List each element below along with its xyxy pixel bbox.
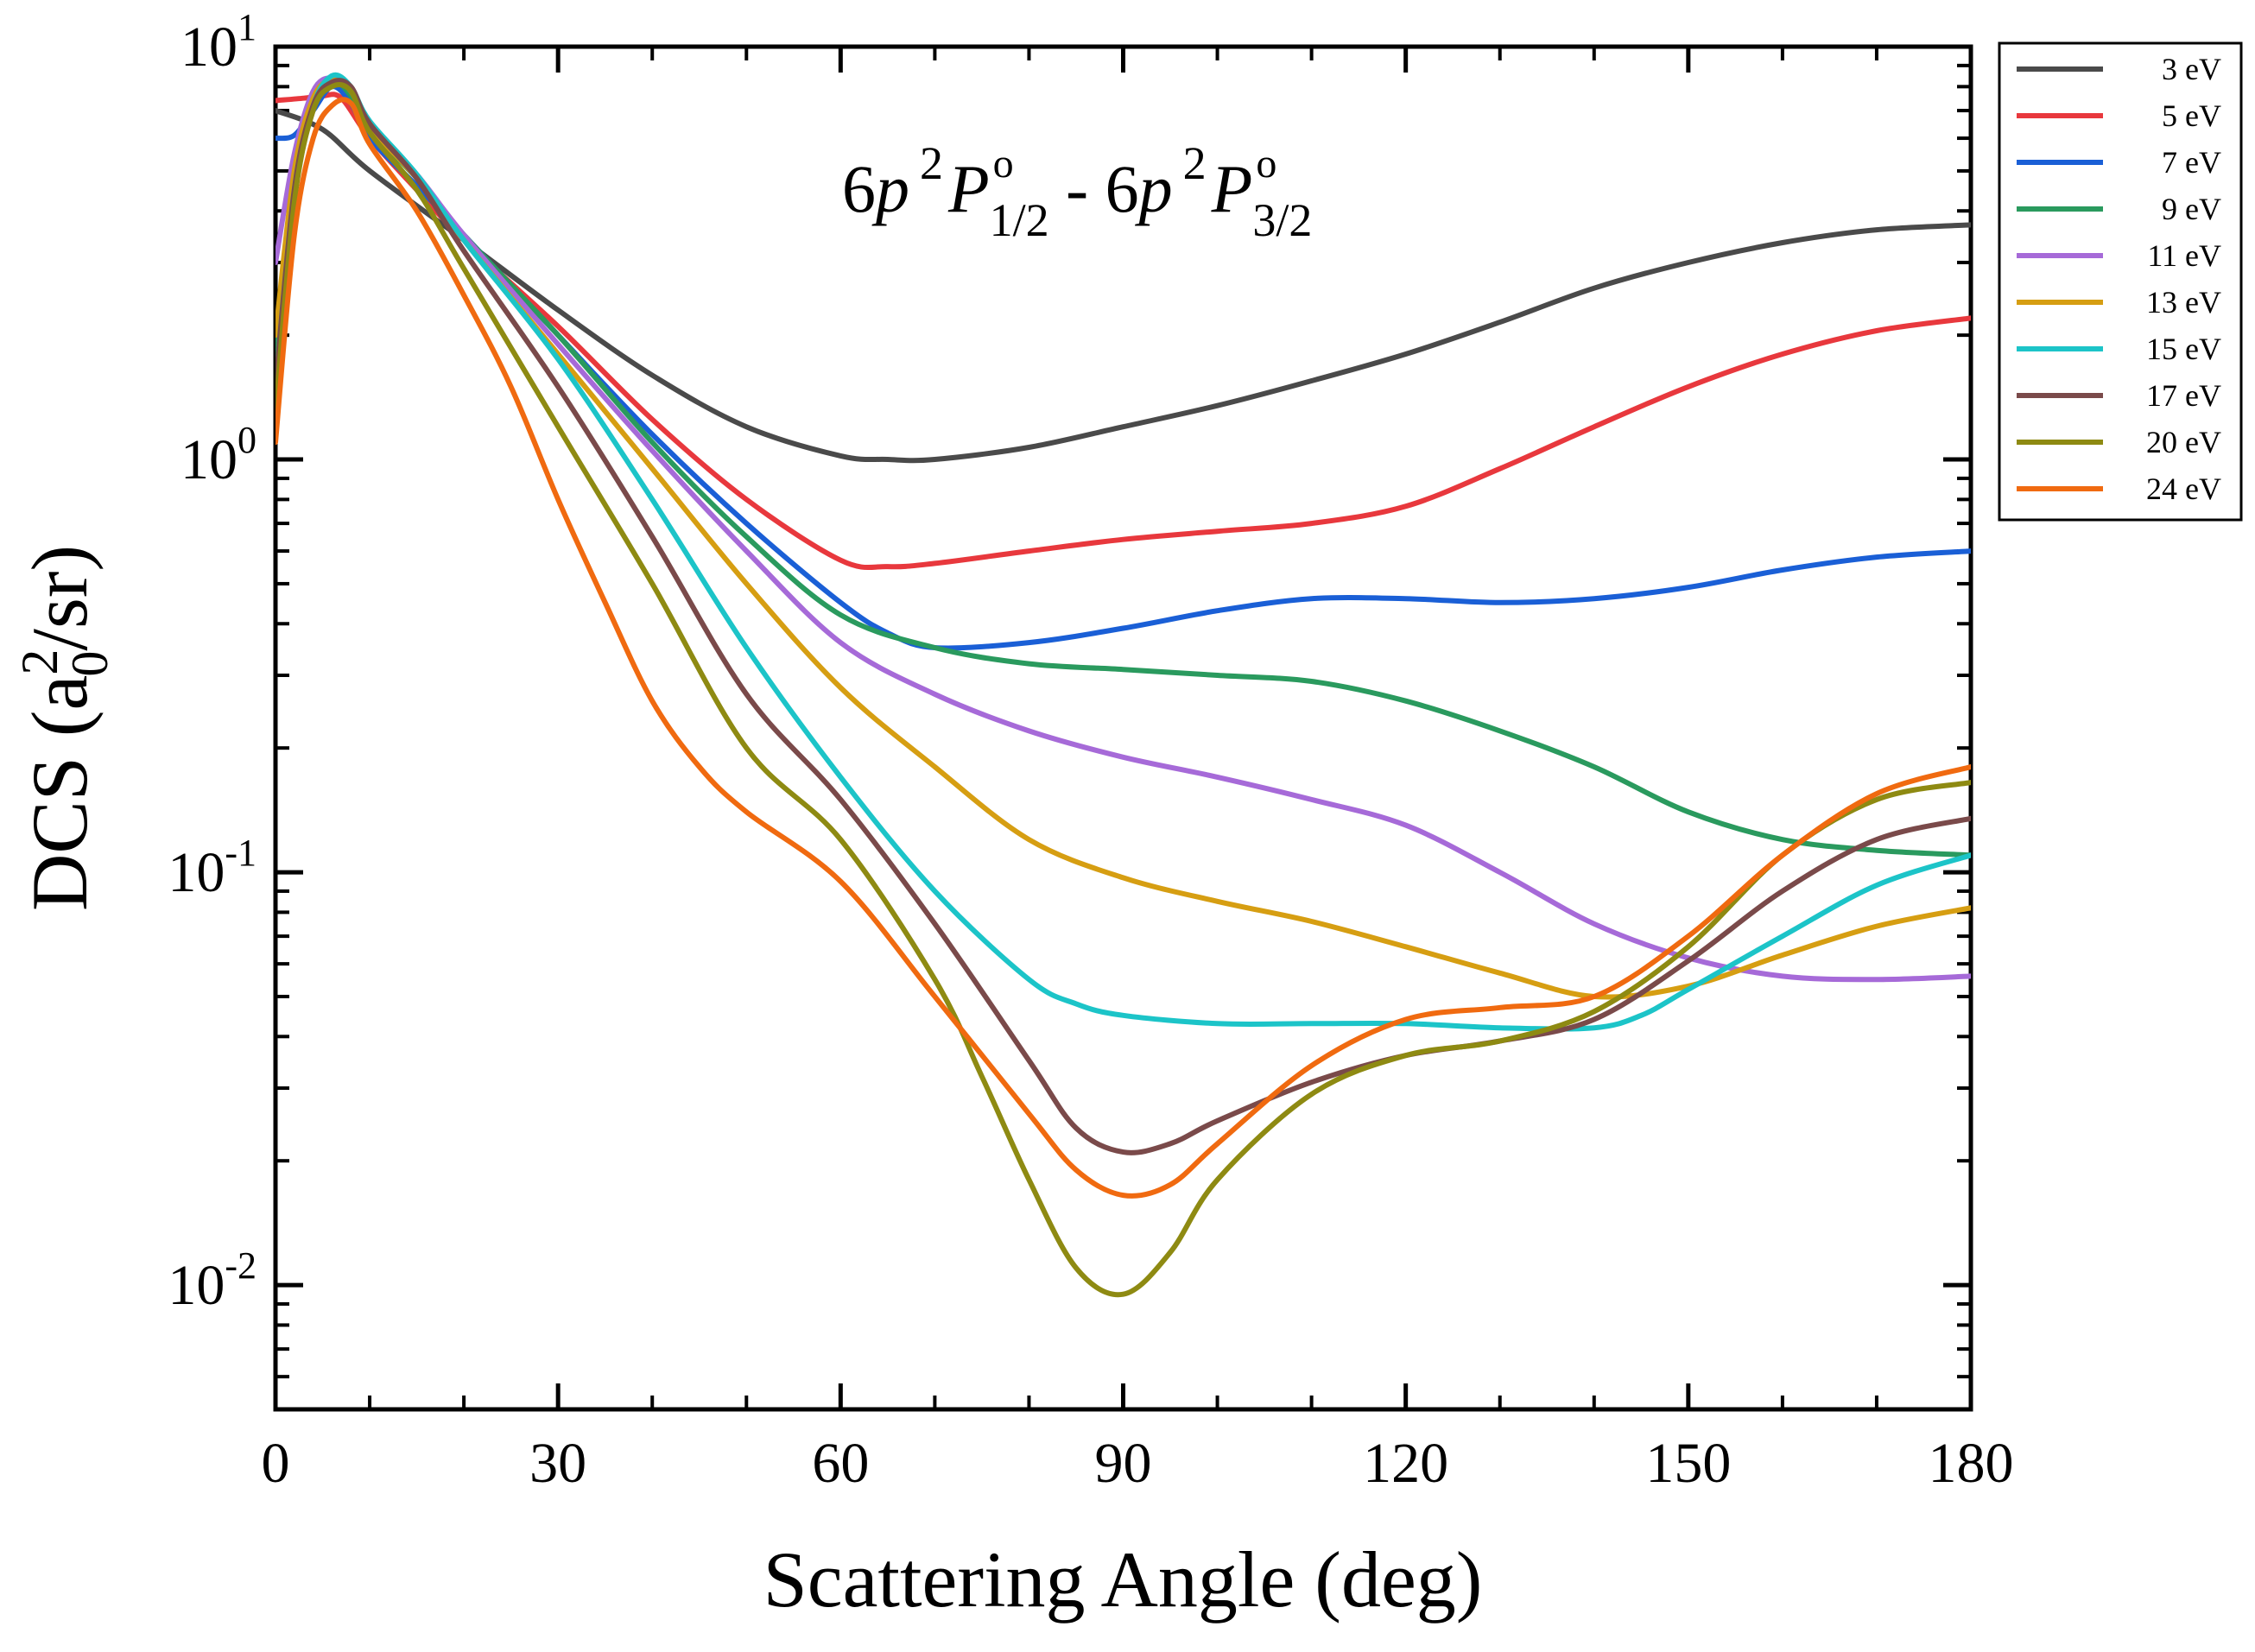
chart-title: 6p 2Po 1/2 - 6p 2Po 3/2 <box>842 137 1312 246</box>
series-line-3-ev <box>276 108 1971 464</box>
x-tick-label: 150 <box>1645 1432 1731 1495</box>
y-label-post: /sr) <box>16 545 104 651</box>
x-axis-ticks: 0 30 60 90 120 150 180 <box>262 47 2014 1495</box>
plot-area <box>273 44 1973 1412</box>
x-tick-label: 180 <box>1929 1432 2014 1495</box>
x-tick-label: 90 <box>1095 1432 1152 1495</box>
title-p2-multiplicity: 2 <box>1183 137 1207 189</box>
title-p1-prefix: 6 <box>842 151 876 226</box>
legend: 3 eV 5 eV 7 eV 9 eV 11 eV 13 eV 15 eV 17 eV 20 e… <box>1998 41 2243 522</box>
legend-label-24-ev: 24 eV <box>2146 472 2221 506</box>
legend-label-5-ev: 5 eV <box>2162 98 2221 133</box>
legend-label-13-ev: 13 eV <box>2146 285 2221 320</box>
y-axis-ticks: 101 100 10-1 10-2 <box>168 6 1971 1317</box>
title-p1-orbital: p <box>871 151 909 226</box>
series-lines <box>276 72 1971 1298</box>
title-p2-orbital: p <box>1135 151 1173 226</box>
legend-label-3-ev: 3 eV <box>2162 52 2221 86</box>
series-line-24-ev <box>276 97 1971 1199</box>
y-label-sub: 0 <box>61 651 118 677</box>
title-p1-multiplicity: 2 <box>920 137 943 189</box>
title-p2-j: 3/2 <box>1252 194 1312 246</box>
x-tick-label: 120 <box>1363 1432 1448 1495</box>
title-separator: - <box>1049 151 1105 226</box>
legend-label-7-ev: 7 eV <box>2162 145 2221 180</box>
legend-label-20-ev: 20 eV <box>2146 425 2221 459</box>
y-label-sup: 2 <box>11 649 68 675</box>
x-tick-label: 0 <box>262 1432 290 1495</box>
y-label-pre: DCS (a <box>16 675 104 911</box>
legend-label-15-ev: 15 eV <box>2146 332 2221 366</box>
x-axis-label: Scattering Angle (deg) <box>763 1535 1483 1624</box>
series-line-20-ev <box>276 82 1971 1298</box>
y-tick-label: 101 <box>181 6 257 79</box>
y-axis-label: DCS (a20/sr) <box>11 545 118 911</box>
legend-label-9-ev: 9 eV <box>2162 192 2221 226</box>
x-tick-label: 30 <box>529 1432 586 1495</box>
legend-label-17-ev: 17 eV <box>2146 378 2221 413</box>
y-tick-label: 100 <box>181 419 257 491</box>
title-p1-term: P <box>947 151 990 226</box>
x-tick-label: 60 <box>812 1432 869 1495</box>
y-tick-label: 10-2 <box>168 1244 257 1317</box>
title-p2-term: P <box>1211 151 1253 226</box>
title-p1-j: 1/2 <box>990 194 1049 246</box>
title-p2-prefix: 6 <box>1105 151 1139 226</box>
title-p2-parity: o <box>1256 141 1276 187</box>
y-tick-label: 10-1 <box>168 832 257 904</box>
title-p1-parity: o <box>993 141 1014 187</box>
legend-label-11-ev: 11 eV <box>2147 238 2221 273</box>
